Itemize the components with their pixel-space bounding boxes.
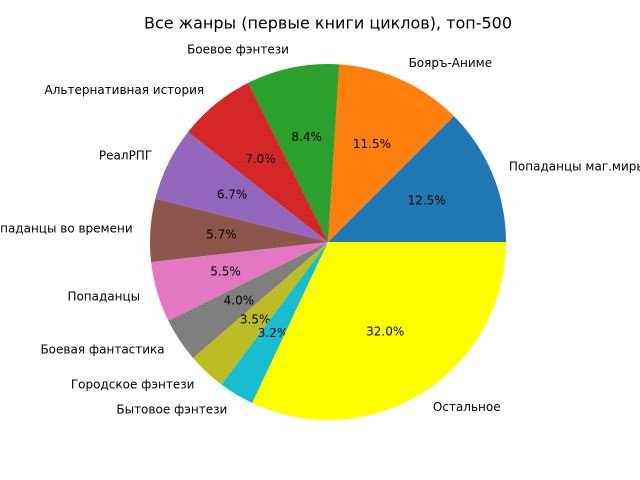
pie-slice bbox=[193, 242, 328, 385]
slice-label: Бояръ-Аниме bbox=[409, 56, 493, 70]
slice-label: Альтернативная история bbox=[45, 83, 205, 97]
pie-slice bbox=[221, 242, 328, 404]
slice-label: Попаданцы маг.миры bbox=[509, 160, 640, 174]
slice-label: Остальное bbox=[433, 400, 501, 414]
value-label: 5.5% bbox=[210, 265, 241, 279]
pie-slice bbox=[188, 82, 328, 242]
slice-label: Боевое фэнтези bbox=[187, 43, 289, 57]
slice-label: Попаданцы bbox=[67, 290, 140, 304]
pie-slice bbox=[155, 132, 328, 242]
pie-slice bbox=[328, 64, 454, 242]
pie-slice bbox=[168, 242, 328, 359]
value-label: 4.0% bbox=[224, 293, 255, 307]
slice-label: Бытовое фэнтези bbox=[116, 402, 227, 416]
slice-label: РеалРПГ bbox=[99, 148, 152, 162]
chart-title: Все жанры (первые книги циклов), топ-500 bbox=[144, 14, 512, 33]
value-label: 8.4% bbox=[291, 130, 322, 144]
pie-slice bbox=[150, 198, 328, 263]
pie-slice bbox=[252, 242, 506, 420]
pie-slice bbox=[248, 64, 340, 243]
slice-label: Боевая фантастика bbox=[40, 343, 164, 357]
slice-label: Городское фэнтези bbox=[71, 378, 195, 392]
value-label: 7.0% bbox=[245, 152, 276, 166]
value-label: 32.0% bbox=[366, 325, 404, 339]
value-label: 3.2% bbox=[258, 326, 289, 340]
slice-label: Попаданцы во времени bbox=[0, 222, 133, 236]
value-label: 11.5% bbox=[353, 137, 391, 151]
pie-slice bbox=[328, 116, 506, 242]
value-label: 3.5% bbox=[240, 313, 271, 327]
value-label: 12.5% bbox=[408, 194, 446, 208]
value-label: 5.7% bbox=[206, 227, 237, 241]
value-label: 6.7% bbox=[217, 188, 248, 202]
pie-slice bbox=[151, 242, 328, 321]
